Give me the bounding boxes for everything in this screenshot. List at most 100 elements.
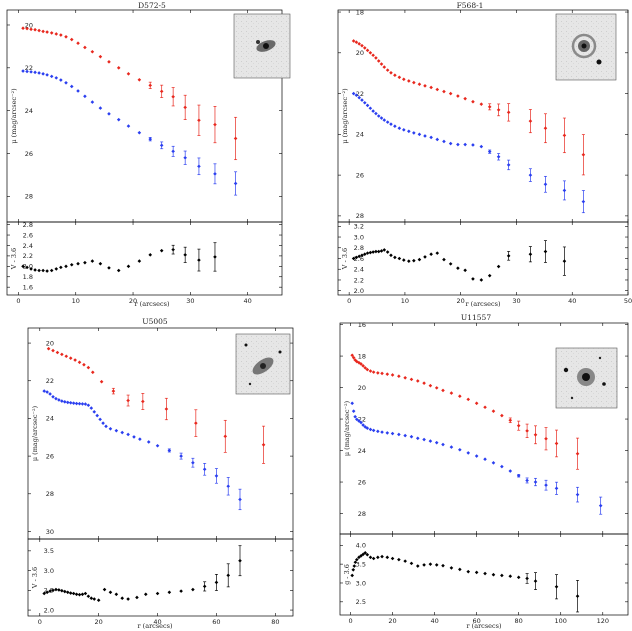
color-plot-frame [337, 221, 629, 296]
color-index-point [355, 557, 359, 562]
irac-3-6-point [496, 154, 501, 159]
irac-3-6-point [41, 72, 45, 76]
irac-3-6-point [21, 69, 25, 73]
chart-panel-u11557: U11557 16 18 20 22 24 26 28 μ (mag/arcsec⁻²) 2.… [339, 313, 629, 630]
galaxy-thumbnail [233, 13, 291, 79]
color-index-point [403, 559, 407, 563]
y-tick-label: 20 [356, 49, 364, 57]
v-band-point [423, 84, 427, 88]
color-index-point [449, 566, 454, 570]
irac-3-6-point [167, 448, 172, 453]
v-band-point [390, 373, 395, 377]
color-index-point [390, 556, 395, 561]
irac-3-6-point [528, 173, 533, 177]
y-tick-label: 2.0 [44, 606, 54, 614]
x-tick-label: 40 [430, 617, 438, 625]
v-band-point [51, 348, 55, 353]
irac-3-6-point [148, 137, 153, 141]
irac-3-6-point [213, 172, 217, 176]
irac-3-6-point [397, 432, 401, 437]
color-index-point [65, 590, 70, 595]
v-band-point [233, 136, 238, 141]
v-band-point [554, 441, 559, 446]
v-band-point [33, 27, 37, 32]
v-band-point [46, 346, 51, 351]
x-tick-label: 80 [271, 618, 279, 626]
color-index-point [397, 557, 401, 562]
irac-3-6-point [533, 480, 538, 484]
v-band-point [434, 386, 439, 390]
irac-3-6-point [45, 73, 49, 77]
irac-3-6-point [83, 94, 87, 99]
irac-3-6-point [353, 414, 357, 419]
irac-3-6-point [29, 70, 33, 74]
color-index-point [116, 268, 121, 273]
color-index-point [428, 562, 433, 566]
v-band-point [380, 371, 384, 376]
color-index-point [167, 590, 172, 595]
v-band-point [382, 65, 387, 69]
v-band-point [458, 394, 462, 399]
irac-3-6-point [508, 469, 513, 473]
v-band-point [353, 358, 357, 362]
v-band-point [60, 352, 64, 357]
irac-3-6-point [126, 432, 130, 437]
panel-title: F568-1 [457, 1, 484, 10]
y-tick-label: 2.4 [354, 266, 364, 274]
color-index-point [351, 256, 356, 261]
irac-3-6-point [544, 483, 548, 487]
color-index-point [54, 267, 59, 271]
y-tick-label: 24 [358, 447, 366, 455]
color-index-point [60, 588, 64, 593]
irac-3-6-point [351, 91, 356, 96]
galaxy-thumbnail [555, 347, 618, 409]
color-index-point [137, 259, 142, 263]
color-index-point [51, 588, 55, 593]
irac-3-6-point [42, 389, 46, 393]
x-tick-label: 10 [72, 297, 80, 305]
y-axis-label: μ (mag/arcsec⁻²) [343, 400, 351, 456]
irac-3-6-point [371, 428, 376, 433]
irac-3-6-point [60, 399, 64, 403]
v-band-point [55, 350, 60, 355]
irac-3-6-point [435, 137, 440, 142]
color-index-point [90, 259, 95, 263]
color-index-point [143, 592, 148, 597]
color-index-point [74, 592, 79, 597]
x-tick-label: 20 [129, 297, 137, 305]
v-band-point [68, 356, 73, 360]
v-band-point [449, 391, 454, 395]
irac-3-6-point [95, 413, 99, 418]
y-tick-label: 28 [358, 510, 366, 518]
v-band-point [371, 370, 376, 374]
color-index-point [441, 563, 445, 568]
color-index-point [463, 268, 467, 273]
v-band-point [350, 353, 354, 358]
color-index-point [37, 268, 41, 273]
irac-3-6-point [429, 135, 433, 140]
color-index-point [543, 249, 548, 254]
color-index-point [474, 570, 479, 575]
color-index-point [393, 255, 397, 260]
y-tick-label: 1.8 [23, 273, 33, 281]
irac-3-6-point [390, 431, 395, 436]
irac-3-6-point [171, 149, 175, 154]
color-index-point [371, 250, 375, 254]
irac-3-6-point [415, 436, 420, 441]
color-index-point [429, 252, 433, 257]
v-band-point [54, 32, 59, 36]
x-tick-label: 80 [515, 617, 523, 625]
v-band-point [223, 434, 228, 439]
color-index-point [380, 554, 384, 559]
color-index-point [354, 255, 359, 260]
irac-3-6-point [54, 396, 58, 401]
irac-3-6-point [48, 392, 52, 396]
v-band-point [111, 389, 116, 393]
y-tick-label: 20 [46, 339, 54, 347]
panel-title: U11557 [461, 313, 491, 322]
y-tick-label: 3.0 [44, 567, 54, 575]
color-index-point [86, 594, 91, 599]
irac-3-6-point [155, 443, 160, 448]
